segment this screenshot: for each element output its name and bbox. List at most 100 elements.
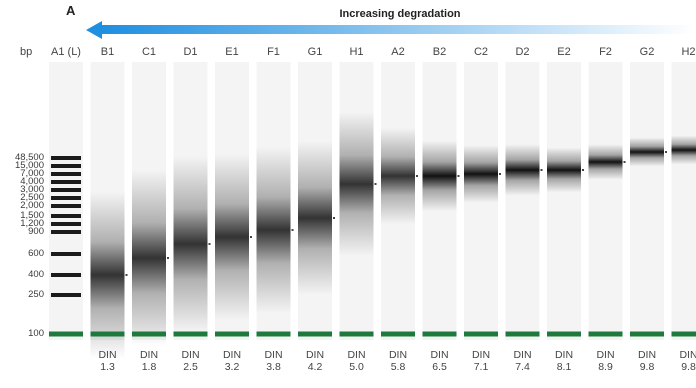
lower-marker-band [422, 331, 457, 337]
lower-marker-band [256, 331, 291, 337]
din-label-b2: DIN 6.5 [420, 349, 460, 373]
gel-lane-5 [256, 62, 291, 340]
ladder-size-label: 250 [28, 289, 44, 300]
gel-lane-1 [90, 62, 125, 340]
din-value: 1.8 [141, 361, 157, 373]
din-value: 8.9 [598, 361, 613, 373]
ladder-size-label: 400 [28, 269, 44, 280]
din-text: DIN [98, 349, 117, 361]
ladder-size-label: 900 [28, 226, 44, 237]
din-value: 5.8 [390, 361, 406, 373]
lower-marker-band [132, 331, 166, 337]
din-text: DIN [679, 349, 696, 361]
lower-marker-band [505, 331, 540, 337]
din-value: 2.5 [183, 361, 198, 373]
sample-smear-c2 [464, 145, 498, 203]
peak-marker [250, 236, 252, 238]
lower-marker-band [339, 331, 374, 337]
peak-marker [125, 274, 128, 276]
peak-marker [665, 151, 667, 153]
ladder-band [51, 172, 81, 176]
gel-lane-12 [547, 62, 581, 340]
ladder-band [51, 180, 81, 184]
peak-marker [499, 173, 501, 175]
lower-marker-band [298, 331, 332, 337]
din-text: DIN [430, 349, 449, 361]
lane-header-d1: D1 [183, 46, 198, 58]
din-label-e2: DIN 8.1 [544, 349, 584, 373]
gel-lane-11 [505, 62, 540, 340]
sample-smear-e2 [547, 147, 581, 193]
gel-lane-8 [381, 62, 415, 340]
ladder-band [51, 156, 81, 160]
ladder-size-label: 2,500 [20, 192, 44, 203]
ladder-band [51, 293, 81, 297]
peak-marker [540, 169, 543, 171]
panel-label: A [66, 3, 76, 18]
peak-marker [208, 243, 211, 245]
din-label-e1: DIN 3.2 [212, 349, 252, 373]
lower-marker-band [588, 331, 623, 337]
gel-lane-14 [630, 62, 664, 340]
din-text: DIN [264, 349, 283, 361]
din-value: 1.3 [100, 361, 115, 373]
din-value: 9.8 [639, 361, 655, 373]
lower-marker-band [671, 331, 696, 337]
din-label-f1: DIN 3.8 [254, 349, 294, 373]
lower-marker-band [173, 331, 208, 337]
lane-header-d2: D2 [515, 46, 530, 58]
din-text: DIN [471, 349, 491, 361]
din-label-a2: DIN 5.8 [378, 349, 418, 373]
gel-lane-2 [132, 62, 166, 340]
din-text: DIN [554, 349, 574, 361]
lane-header-c2: C2 [473, 46, 489, 58]
lower-marker-band [630, 331, 664, 337]
peak-marker [457, 175, 460, 177]
lane-header-h2: H2 [681, 46, 696, 58]
gel-lane-0 [49, 62, 83, 340]
sample-smear-g1 [298, 141, 332, 295]
gel-lane-9 [422, 62, 457, 340]
sample-smear-d2 [505, 144, 540, 196]
peak-marker [333, 217, 335, 219]
arrow-head-icon [86, 21, 102, 39]
sample-smear-h2 [671, 135, 696, 165]
gel-lane-4 [215, 62, 249, 340]
ladder-band [51, 204, 81, 208]
gel-lane-7 [339, 62, 374, 340]
lower-marker-band [215, 331, 249, 337]
sample-smear-f2 [588, 144, 623, 180]
peak-marker [416, 175, 418, 177]
din-value: 9.8 [681, 361, 696, 373]
ladder-size-label: 600 [28, 248, 44, 259]
ladder-size-label: 7,000 [20, 168, 44, 179]
din-text: DIN [305, 349, 325, 361]
ladder-size-label: 48,500 [14, 152, 44, 163]
lane-header-g1: G1 [307, 46, 323, 58]
din-text: DIN [181, 349, 200, 361]
lower-marker-band [464, 331, 498, 337]
lane-header-e1: E1 [225, 46, 239, 58]
gel-lane-6 [298, 62, 332, 340]
lane-header-h1: H1 [349, 46, 364, 58]
din-text: DIN [637, 349, 657, 361]
lane-header-f2: F2 [599, 46, 612, 58]
ladder-size-label: 1,500 [20, 210, 44, 221]
sample-smear-h1 [339, 112, 374, 256]
arrow-shaft [101, 25, 696, 34]
arrow-title: Increasing degradation [339, 8, 461, 20]
peak-marker [582, 169, 584, 171]
lane-header-b1: B1 [100, 46, 115, 58]
din-label-c2: DIN 7.1 [461, 349, 501, 373]
ladder-size-label: 15,000 [14, 160, 44, 171]
din-value: 4.2 [307, 361, 323, 373]
lower-marker-band [547, 331, 581, 337]
ladder-size-label: 1,200 [20, 218, 44, 229]
ladder-band [51, 252, 81, 256]
sample-smear-b1 [90, 191, 125, 359]
ladder-size-label: 100 [28, 328, 44, 339]
sample-smear-c1 [132, 170, 166, 346]
din-label-b1: DIN 1.3 [88, 349, 128, 373]
